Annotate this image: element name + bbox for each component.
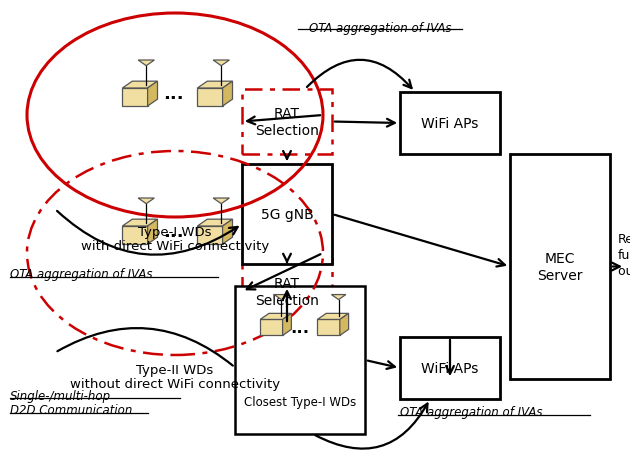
Polygon shape [213,199,229,204]
Text: OTA aggregation of IVAs: OTA aggregation of IVAs [309,22,451,35]
Text: with direct WiFi connectivity: with direct WiFi connectivity [81,239,269,252]
Polygon shape [138,199,154,204]
Polygon shape [147,219,158,244]
Polygon shape [197,226,222,244]
Polygon shape [197,89,222,107]
Text: WiFi APs: WiFi APs [421,361,479,375]
Polygon shape [138,61,154,67]
Polygon shape [122,89,147,107]
Text: output: output [618,264,630,277]
Text: Type-I WDs: Type-I WDs [138,225,212,238]
Polygon shape [331,295,346,300]
Polygon shape [197,82,232,89]
Polygon shape [122,219,158,226]
Bar [242,165,332,264]
Polygon shape [122,82,158,89]
Bar [400,337,500,399]
Text: Single-/multi-hop: Single-/multi-hop [10,389,111,402]
Polygon shape [283,314,292,336]
Polygon shape [318,314,348,320]
Text: RAT
Selection: RAT Selection [255,277,319,307]
Polygon shape [222,219,232,244]
Polygon shape [260,314,292,320]
Text: ...: ... [290,319,309,337]
Text: WiFi APs: WiFi APs [421,117,479,131]
Text: without direct WiFi connectivity: without direct WiFi connectivity [70,377,280,390]
Text: MEC
Server: MEC Server [537,252,583,282]
Bar [400,93,500,155]
Bar [235,287,365,434]
Text: RAT
Selection: RAT Selection [255,107,319,138]
Text: ...: ... [163,223,183,240]
Polygon shape [213,61,229,67]
Bar [242,259,332,324]
Text: 5G gNB: 5G gNB [261,207,313,221]
Polygon shape [197,219,232,226]
Polygon shape [260,320,283,336]
Bar [242,90,332,155]
Polygon shape [274,295,289,300]
Text: function: function [618,249,630,262]
Text: Type-II WDs: Type-II WDs [136,363,214,376]
Text: ...: ... [163,85,183,103]
Text: OTA aggregation of IVAs: OTA aggregation of IVAs [400,405,542,418]
Polygon shape [318,320,340,336]
Text: D2D Communication: D2D Communication [10,403,132,416]
Polygon shape [222,82,232,107]
Bar [510,155,610,379]
Text: OTA aggregation of IVAs: OTA aggregation of IVAs [10,268,152,281]
Text: Closest Type-I WDs: Closest Type-I WDs [244,395,356,408]
Text: Reduce: Reduce [618,232,630,245]
Polygon shape [340,314,348,336]
Polygon shape [147,82,158,107]
Polygon shape [122,226,147,244]
